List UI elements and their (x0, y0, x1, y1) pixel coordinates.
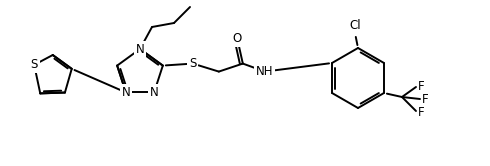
Text: F: F (417, 106, 424, 119)
Text: O: O (232, 32, 242, 45)
Text: Cl: Cl (349, 18, 361, 32)
Text: N: N (122, 86, 130, 99)
Text: NH: NH (256, 65, 273, 78)
Text: F: F (417, 80, 424, 92)
Text: S: S (30, 58, 38, 71)
Text: N: N (150, 86, 158, 99)
Text: F: F (422, 92, 428, 106)
Text: S: S (189, 57, 196, 70)
Text: N: N (136, 42, 145, 55)
